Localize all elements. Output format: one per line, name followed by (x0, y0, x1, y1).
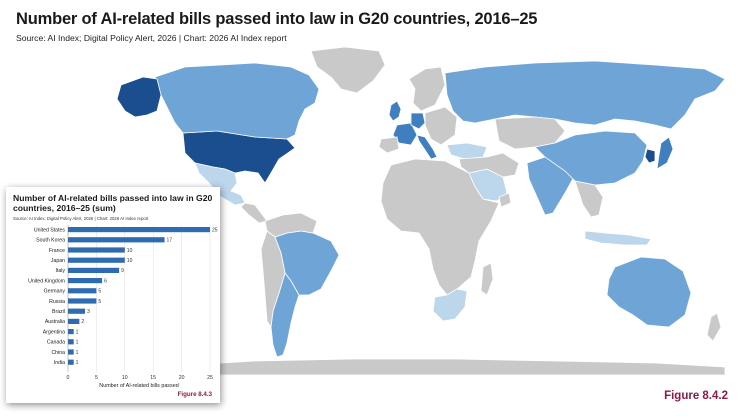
map-region-western-south-america (260, 230, 286, 329)
category-label: Australia (45, 319, 65, 325)
map-region-indonesia (584, 230, 652, 246)
map-region-germany (410, 112, 426, 130)
category-label: Germany (44, 289, 66, 295)
data-label: 2 (81, 319, 84, 325)
bar (68, 267, 120, 273)
bar (68, 318, 80, 324)
bar (68, 349, 74, 355)
data-label: 5 (98, 299, 101, 305)
bar (68, 339, 74, 345)
world-choropleth-map (116, 46, 726, 375)
inset-title: Number of AI-related bills passed into l… (13, 193, 213, 213)
bar (68, 227, 210, 233)
x-tick-label: 25 (207, 375, 213, 381)
map-region-rest-of-europe (378, 66, 458, 154)
category-label: Russia (49, 299, 65, 305)
map-region-japan (656, 136, 674, 170)
data-label: 1 (76, 360, 79, 366)
map-region-russia (444, 60, 726, 130)
data-label: 5 (98, 289, 101, 295)
data-label: 10 (127, 248, 133, 254)
category-label: China (51, 350, 65, 356)
category-label: United States (34, 227, 66, 233)
bar (68, 359, 74, 365)
map-region-turkey (446, 142, 488, 160)
main-source: Source: AI Index; Digital Policy Alert, … (16, 33, 287, 43)
data-label: 25 (212, 227, 218, 233)
inset-bar-chart: Number of AI-related bills passed into l… (6, 187, 220, 403)
bar (68, 278, 103, 284)
map-region-southeast-asia (574, 180, 604, 218)
map-region-australia (606, 256, 692, 328)
data-label: 1 (76, 340, 79, 346)
category-label: France (49, 248, 65, 254)
figure-label-inset: Figure 8.4.3 (177, 391, 212, 398)
map-region-alaska-united-states (116, 76, 162, 118)
figure-label-main: Figure 8.4.2 (664, 390, 728, 402)
category-label: Italy (55, 268, 65, 274)
main-title: Number of AI-related bills passed into l… (16, 10, 538, 28)
data-label: 9 (121, 268, 124, 274)
map-region-united-kingdom (388, 100, 402, 122)
bar (68, 257, 125, 263)
map-region-middle-east (458, 152, 520, 208)
x-axis-label: Number of AI-related bills passed (99, 383, 178, 389)
map-region-south-africa (432, 288, 468, 322)
x-tick-label: 10 (122, 375, 128, 381)
bar (68, 308, 86, 314)
inset-source: Source: AI Index; Digital Policy Alert, … (13, 216, 149, 221)
data-label: 3 (87, 309, 90, 315)
map-region-greenland (310, 46, 386, 94)
map-region-china (534, 130, 648, 186)
map-region-new-zealand (706, 312, 722, 342)
bar (68, 247, 125, 253)
map-region-south-korea (644, 148, 656, 164)
map-region-madagascar (480, 262, 494, 296)
map-region-central-america (240, 202, 268, 224)
data-label: 10 (127, 258, 133, 264)
category-label: Brazil (52, 309, 65, 315)
x-tick-label: 5 (95, 375, 98, 381)
bar (68, 237, 165, 243)
category-label: Canada (47, 340, 65, 346)
x-tick-label: 0 (67, 375, 70, 381)
data-label: 1 (76, 350, 79, 356)
map-regions (116, 46, 726, 375)
category-label: South Korea (36, 238, 65, 244)
category-label: Japan (51, 258, 65, 264)
category-label: India (54, 360, 65, 366)
data-label: 17 (167, 238, 173, 244)
x-tick-label: 15 (150, 375, 156, 381)
data-label: 1 (76, 329, 79, 335)
data-label: 6 (104, 278, 107, 284)
bar (68, 298, 97, 304)
map-region-mexico (194, 162, 246, 206)
bar (68, 288, 97, 294)
map-region-antarctica (154, 358, 726, 375)
category-label: United Kingdom (28, 278, 65, 284)
map-region-italy (416, 134, 438, 160)
map-region-africa (380, 158, 500, 296)
bar (68, 329, 74, 335)
category-label: Argentina (43, 329, 65, 335)
map-region-canada (154, 62, 320, 140)
x-tick-label: 20 (179, 375, 185, 381)
